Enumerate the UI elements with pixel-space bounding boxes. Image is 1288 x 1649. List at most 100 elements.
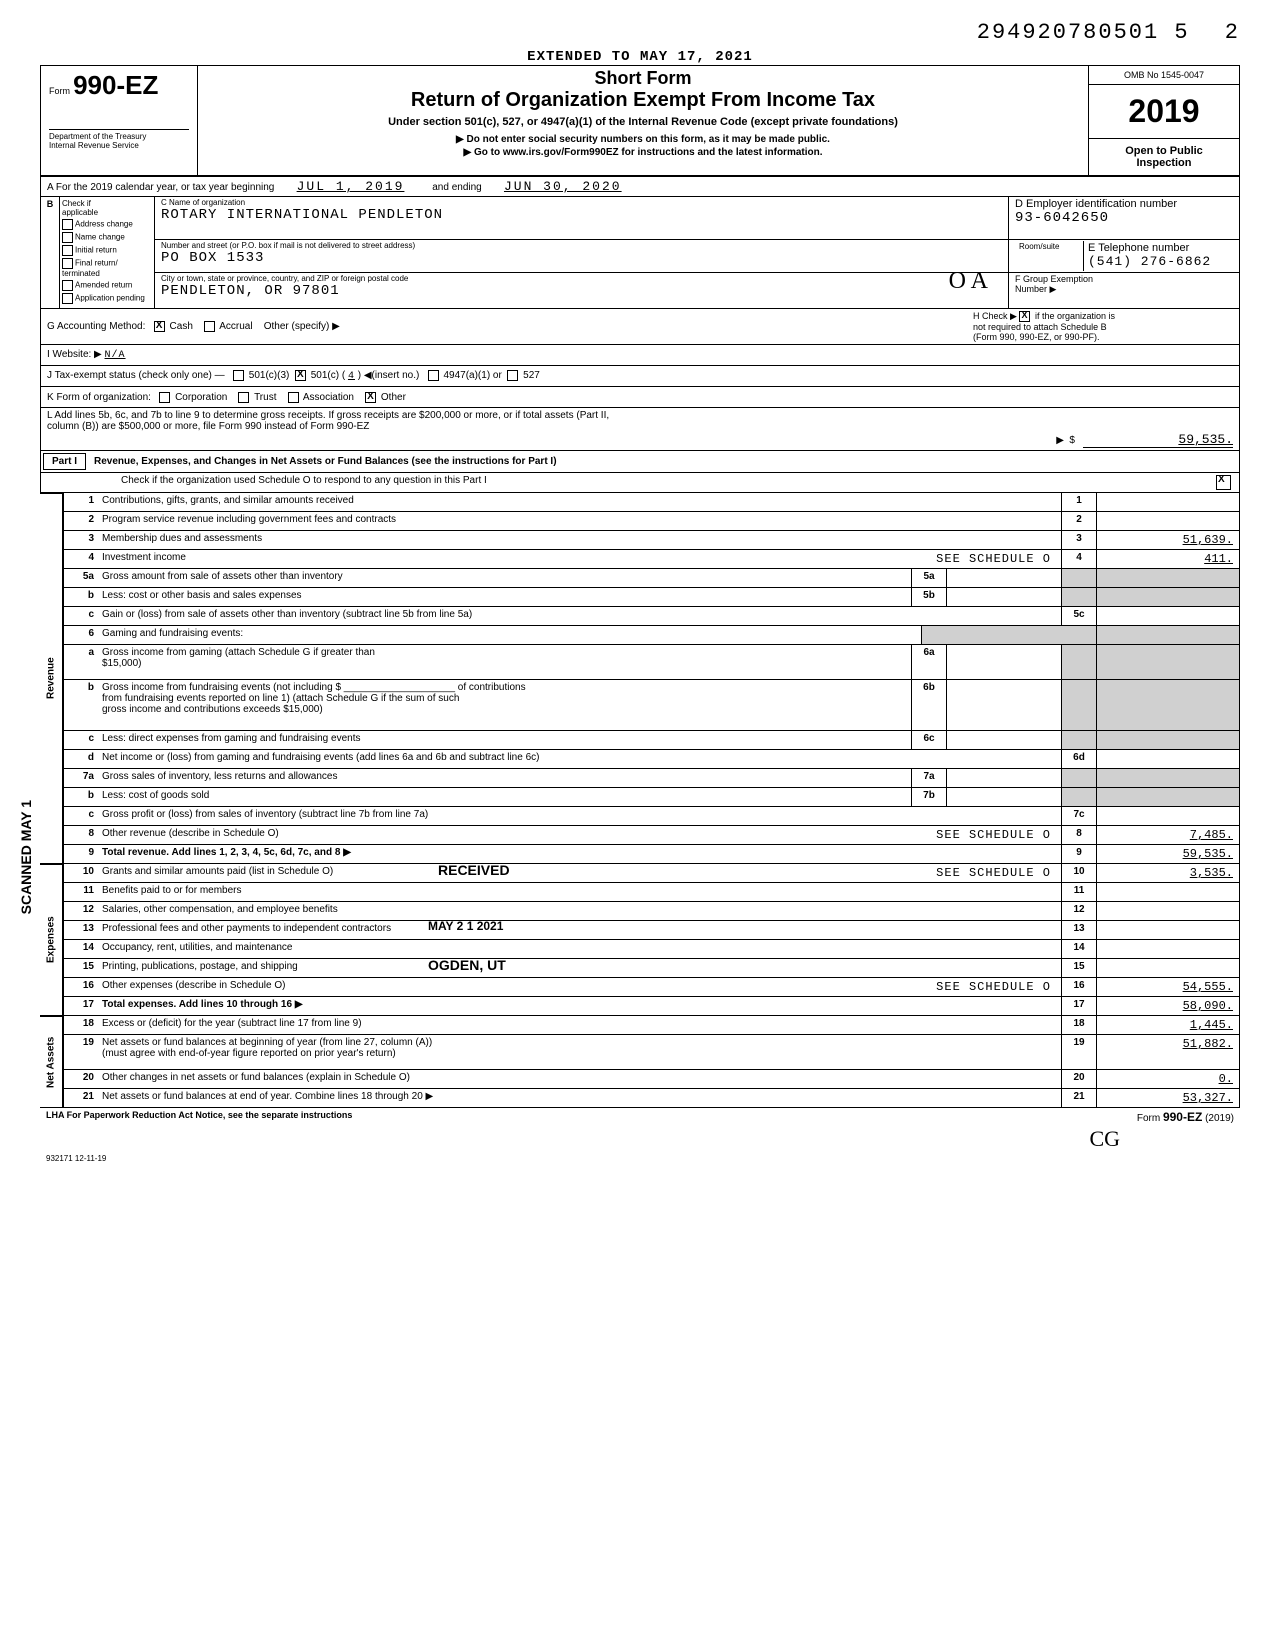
row-desc: Excess or (deficit) for the year (subtra…	[98, 1016, 1061, 1034]
cash-checkbox[interactable]	[154, 321, 165, 332]
501c-checkbox[interactable]	[295, 370, 306, 381]
schedule-o-checkbox[interactable]	[1216, 475, 1231, 490]
part-number: Part I	[43, 453, 86, 470]
table-row: cLess: direct expenses from gaming and f…	[63, 731, 1239, 750]
table-row: 3Membership dues and assessments351,639.	[63, 531, 1239, 550]
corp-checkbox[interactable]	[159, 392, 170, 403]
schedule-o-ref: SEE SCHEDULE O	[936, 552, 1051, 566]
row-desc: Net assets or fund balances at end of ye…	[98, 1089, 1061, 1107]
501c-insert: 4	[348, 371, 355, 382]
check-item[interactable]: Final return/ terminated	[62, 258, 152, 278]
row-desc: Contributions, gifts, grants, and simila…	[98, 493, 1061, 511]
right-num: 6d	[1061, 750, 1096, 768]
line-l-text: L Add lines 5b, 6c, and 7b to line 9 to …	[47, 410, 1233, 432]
mid-val	[946, 645, 1061, 679]
right-val: 411.	[1096, 550, 1239, 568]
check-schedule-o: Check if the organization used Schedule …	[40, 473, 1240, 493]
other-checkbox[interactable]	[365, 392, 376, 403]
mid-num: 5a	[911, 569, 946, 587]
right-val: 7,485.	[1096, 826, 1239, 844]
row-number: c	[64, 607, 98, 625]
table-row: bLess: cost of goods sold7b	[63, 788, 1239, 807]
right-num: 17	[1061, 997, 1096, 1015]
row-number: 14	[64, 940, 98, 958]
right-shaded	[921, 626, 1096, 644]
check-o-text: Check if the organization used Schedule …	[121, 475, 1216, 490]
mid-num: 6a	[911, 645, 946, 679]
right-num-shaded	[1061, 731, 1096, 749]
form-number: 990-EZ	[73, 70, 158, 100]
form-org-label: K Form of organization:	[47, 392, 151, 403]
tax-year: 2019	[1089, 85, 1239, 139]
addr-label: Number and street (or P.O. box if mail i…	[161, 241, 1002, 250]
check-item[interactable]: Address change	[62, 219, 152, 230]
table-row: bLess: cost or other basis and sales exp…	[63, 588, 1239, 607]
row-desc: Net assets or fund balances at beginning…	[98, 1035, 1061, 1069]
right-num: 8	[1061, 826, 1096, 844]
row-desc: Gross profit or (loss) from sales of inv…	[98, 807, 1061, 825]
row-desc: Gaming and fundraising events:	[98, 626, 921, 644]
row-number: d	[64, 750, 98, 768]
line-a-begin: JUL 1, 2019	[297, 179, 405, 194]
check-item[interactable]: Amended return	[62, 280, 152, 291]
trust-checkbox[interactable]	[238, 392, 249, 403]
title-block: Short Form Return of Organization Exempt…	[198, 66, 1088, 175]
form-end: Form 990-EZ (2019)	[1137, 1110, 1234, 1124]
check-item[interactable]: Initial return	[62, 245, 152, 256]
right-val	[1096, 512, 1239, 530]
h-checkbox[interactable]	[1019, 311, 1030, 322]
row-number: 18	[64, 1016, 98, 1034]
accrual-checkbox[interactable]	[204, 321, 215, 332]
schedule-o-ref: SEE SCHEDULE O	[936, 980, 1051, 994]
lha-notice: LHA For Paperwork Reduction Act Notice, …	[46, 1110, 352, 1124]
row-desc: Other expenses (describe in Schedule O)S…	[98, 978, 1061, 996]
other-method: Other (specify) ▶	[264, 321, 340, 332]
table-row: 2Program service revenue including gover…	[63, 512, 1239, 531]
table-row: 16Other expenses (describe in Schedule O…	[63, 978, 1239, 997]
revenue-side-label: Revenue	[40, 493, 63, 864]
org-addr: PO BOX 1533	[161, 250, 1002, 266]
501c3-checkbox[interactable]	[233, 370, 244, 381]
right-num-shaded	[1061, 588, 1096, 606]
right-num: 20	[1061, 1070, 1096, 1088]
row-desc: Less: cost or other basis and sales expe…	[98, 588, 911, 606]
date-stamp: MAY 2 1 2021	[428, 919, 503, 933]
527-checkbox[interactable]	[507, 370, 518, 381]
right-val: 59,535.	[1096, 845, 1239, 863]
table-row: 6Gaming and fundraising events:	[63, 626, 1239, 645]
4947-checkbox[interactable]	[428, 370, 439, 381]
right-num: 12	[1061, 902, 1096, 920]
check-item[interactable]: Application pending	[62, 293, 152, 304]
title-sub: Under section 501(c), 527, or 4947(a)(1)…	[206, 116, 1080, 128]
right-num: 3	[1061, 531, 1096, 549]
right-num-shaded	[1061, 769, 1096, 787]
mid-num: 7b	[911, 788, 946, 806]
check-header: Check if applicable	[62, 199, 152, 217]
netassets-section: Net Assets 18Excess or (deficit) for the…	[40, 1016, 1240, 1108]
part-i-header: Part I Revenue, Expenses, and Changes in…	[40, 451, 1240, 473]
right-val: 51,882.	[1096, 1035, 1239, 1069]
assoc-checkbox[interactable]	[288, 392, 299, 403]
check-item[interactable]: Name change	[62, 232, 152, 243]
row-desc: Other revenue (describe in Schedule O)SE…	[98, 826, 1061, 844]
mid-val	[946, 569, 1061, 587]
row-desc: Net income or (loss) from gaming and fun…	[98, 750, 1061, 768]
ogden-stamp: OGDEN, UT	[428, 957, 506, 973]
right-num-shaded	[1061, 645, 1096, 679]
right-val-shaded	[1096, 731, 1239, 749]
title-notice: ▶ Do not enter social security numbers o…	[206, 134, 1080, 145]
line-a-end: JUN 30, 2020	[504, 179, 622, 194]
right-num: 13	[1061, 921, 1096, 939]
exempt-label: J Tax-exempt status (check only one) —	[47, 370, 225, 381]
row-number: c	[64, 731, 98, 749]
scanned-stamp: SCANNED MAY 1	[18, 800, 34, 914]
mid-val	[946, 588, 1061, 606]
table-row: aGross income from gaming (attach Schedu…	[63, 645, 1239, 680]
row-desc: Gross sales of inventory, less returns a…	[98, 769, 911, 787]
row-number: b	[64, 680, 98, 730]
expenses-section: Expenses 10Grants and similar amounts pa…	[40, 864, 1240, 1016]
right-val-shaded	[1096, 680, 1239, 730]
omb-number: OMB No 1545-0047	[1089, 66, 1239, 85]
netassets-side-label: Net Assets	[40, 1016, 63, 1108]
mid-num: 6c	[911, 731, 946, 749]
